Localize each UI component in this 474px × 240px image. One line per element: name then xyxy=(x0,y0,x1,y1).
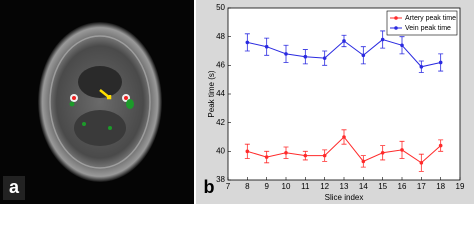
y-tick-label: 50 xyxy=(216,3,225,12)
y-tick-label: 44 xyxy=(216,89,225,98)
point xyxy=(245,40,250,45)
point xyxy=(264,155,269,159)
legend-label: Vein peak time xyxy=(405,25,451,32)
x-tick-label: 16 xyxy=(398,182,407,191)
x-tick-label: 10 xyxy=(282,182,291,191)
point xyxy=(419,161,424,165)
point xyxy=(438,143,443,148)
point xyxy=(303,153,308,158)
legend-box xyxy=(386,10,458,36)
figure: a b Slice index Peak time (s) 7 8 9 10 11 12 1… xyxy=(0,0,474,204)
point xyxy=(438,60,443,65)
x-tick-label: 7 xyxy=(226,182,231,191)
point xyxy=(342,39,346,43)
point xyxy=(361,159,366,164)
legend-marker xyxy=(394,26,398,30)
panel-label: a xyxy=(9,177,20,197)
panel-label: b xyxy=(204,177,215,197)
x-tick-label: 12 xyxy=(320,182,329,191)
legend-label: Artery peak time xyxy=(405,15,456,22)
mri-image xyxy=(0,0,194,204)
y-axis-label: Peak time (s) xyxy=(207,70,216,117)
point xyxy=(284,52,288,56)
x-tick-label: 13 xyxy=(340,182,349,191)
x-tick-label: 19 xyxy=(456,182,465,191)
x-tick-label: 15 xyxy=(378,182,387,191)
x-tick-label: 17 xyxy=(417,182,426,191)
legend-marker xyxy=(394,16,398,20)
y-tick-label: 42 xyxy=(216,118,225,127)
y-tick-label: 40 xyxy=(216,146,225,155)
point xyxy=(380,37,385,42)
y-tick-label: 38 xyxy=(216,175,225,184)
point xyxy=(322,153,327,158)
point xyxy=(419,64,424,69)
point xyxy=(303,54,308,59)
y-tick-label: 48 xyxy=(216,32,225,41)
x-tick-label: 18 xyxy=(436,182,445,191)
x-tick-label: 9 xyxy=(264,182,269,191)
x-tick-label: 11 xyxy=(301,182,310,191)
point xyxy=(342,135,346,139)
x-axis-label: Slice index xyxy=(325,193,364,202)
point xyxy=(361,53,366,58)
point xyxy=(245,149,250,154)
point xyxy=(400,148,404,152)
x-tick-label: 8 xyxy=(245,182,250,191)
point xyxy=(284,150,288,155)
point xyxy=(400,43,404,48)
point xyxy=(264,44,269,49)
point xyxy=(380,150,385,155)
x-tick-label: 14 xyxy=(359,182,368,191)
point xyxy=(322,56,327,60)
y-tick-label: 46 xyxy=(216,60,225,69)
